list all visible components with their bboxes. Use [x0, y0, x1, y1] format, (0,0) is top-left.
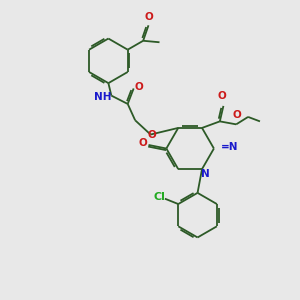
Text: O: O — [139, 139, 148, 148]
Text: NH: NH — [94, 92, 111, 102]
Text: O: O — [218, 92, 226, 101]
Text: =N: =N — [220, 142, 238, 152]
Text: O: O — [135, 82, 143, 92]
Text: O: O — [232, 110, 241, 120]
Text: Cl: Cl — [154, 192, 166, 202]
Text: O: O — [148, 130, 157, 140]
Text: N: N — [201, 169, 209, 179]
Text: O: O — [144, 12, 153, 22]
